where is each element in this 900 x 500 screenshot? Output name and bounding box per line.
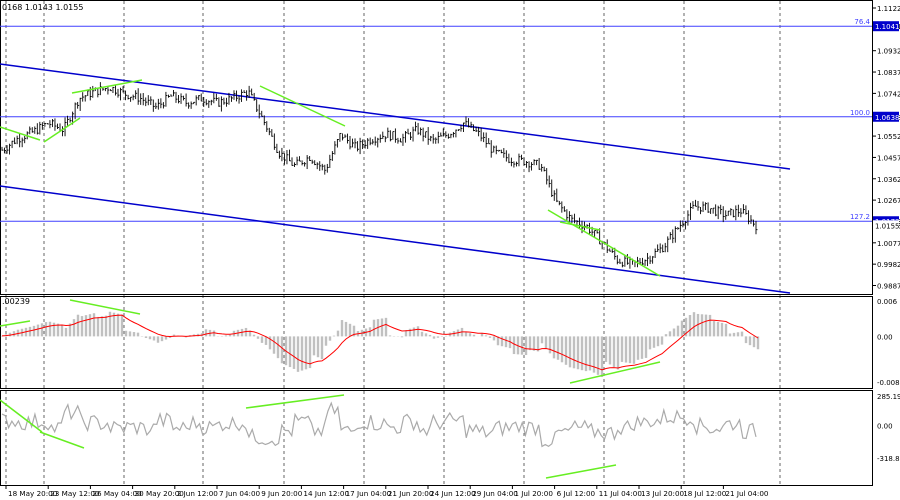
x-label-6: 9 Jun 20:00 [261, 489, 303, 498]
y-label-2: 1.0932 [877, 48, 900, 56]
x-label-7: 14 Jun 12:00 [303, 489, 349, 498]
price-box-label-3: 1.0155 [875, 222, 900, 230]
ohlc-header: 0168 1.0143 1.0155 [2, 3, 83, 12]
fibonacci-levels: 76.4 100.0 127.2 [0, 18, 872, 222]
y-label-13: 0.9982 [877, 261, 900, 269]
cci-y-label-0: 285.1954 [877, 393, 900, 401]
price-box-0 [873, 21, 899, 32]
divergence-macd-0 [0, 320, 31, 327]
cci-y-label-2: -318.8116 [877, 455, 900, 463]
channel-lower [0, 185, 791, 294]
divergence-main-5 [559, 221, 601, 231]
y-label-9: 1.0267 [877, 197, 900, 205]
cci-y-label-1: 0.00 [877, 422, 893, 430]
y-label-4: 1.0742 [877, 90, 900, 98]
y-label-7: 1.0457 [877, 154, 900, 162]
x-label-4: 2 Jun 12:00 [177, 489, 219, 498]
divergence-cci-1 [39, 431, 85, 449]
divergence-main-4 [547, 209, 661, 277]
x-label-12: 1 Jul 20:00 [514, 489, 553, 498]
macd-signal-line [1, 314, 759, 371]
divergence-cci-3 [545, 464, 617, 479]
y-label-14: 0.9887 [877, 283, 900, 291]
macd-y-label-1: 0.00 [877, 333, 893, 341]
divergence-cci-0 [0, 399, 43, 433]
x-label-17: 21 Jul 04:00 [725, 489, 769, 498]
price-bars [1, 82, 758, 269]
divergence-cci-2 [245, 394, 345, 409]
cci-line [0, 394, 757, 479]
x-label-16: 18 Jul 12:00 [683, 489, 727, 498]
x-label-10: 24 Jun 12:00 [430, 489, 476, 498]
y-label-6: 1.0552 [877, 133, 900, 141]
cci-panel-frame [0, 390, 873, 486]
y-label-8: 1.0362 [877, 176, 900, 184]
divergence-main-3 [259, 85, 346, 127]
divergence-macd-2 [569, 361, 661, 384]
x-label-13: 6 Jul 12:00 [557, 489, 596, 498]
price-box-3 [873, 220, 899, 231]
x-label-15: 13 Jul 20:00 [641, 489, 685, 498]
macd-y-label-2: -0.00802 [877, 379, 900, 387]
y-label-12: 1.0077 [877, 240, 900, 248]
y-label-0: 1.1122 [877, 5, 900, 13]
fib-label-0: 76.4 [854, 18, 870, 26]
price-box-1 [873, 111, 899, 122]
divergence-main-1 [43, 117, 81, 143]
divergence-main-0 [0, 126, 41, 141]
x-label-8: 17 Jun 04:00 [346, 489, 392, 498]
macd-y-label-0: 0.006 [877, 298, 898, 306]
x-label-11: 29 Jun 04:00 [472, 489, 518, 498]
divergence-macd-1 [69, 299, 141, 315]
price-box-label-0: 1.1041 [875, 23, 900, 31]
divergence-main-2 [71, 79, 143, 94]
x-label-2: 26 May 04:00 [92, 489, 142, 498]
price-box-label-1: 1.0638 [875, 114, 900, 122]
cci-line [1, 401, 757, 448]
x-label-5: 7 Jun 04:00 [219, 489, 261, 498]
trend-channel [0, 63, 791, 294]
macd-panel-frame [0, 296, 873, 389]
x-label-1: 23 May 12:00 [50, 489, 100, 498]
y-label-3: 1.0837 [877, 69, 900, 77]
fib-label-1: 100.0 [850, 109, 870, 117]
price-axis: 1.1122 1.1041 1.0932 1.0837 1.0742 1.0638 1.05… [872, 5, 900, 463]
fib-label-2: 127.2 [850, 213, 870, 221]
macd-histogram [0, 299, 760, 384]
x-label-3: 30 May 20:00 [135, 489, 185, 498]
x-label-14: 11 Jul 04:00 [599, 489, 643, 498]
divergence-lines [0, 79, 661, 277]
macd-title: .00239 [2, 297, 30, 306]
x-label-0: 18 May 20:00 [8, 489, 58, 498]
x-label-9: 21 Jun 20:00 [388, 489, 434, 498]
main-panel-frame [0, 0, 873, 295]
